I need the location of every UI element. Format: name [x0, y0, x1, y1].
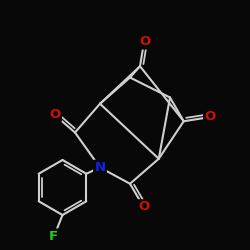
Text: O: O — [140, 35, 150, 48]
Text: O: O — [204, 110, 216, 123]
Text: O: O — [138, 200, 149, 213]
Text: O: O — [50, 108, 61, 121]
Text: F: F — [49, 230, 58, 243]
Text: N: N — [94, 161, 106, 174]
